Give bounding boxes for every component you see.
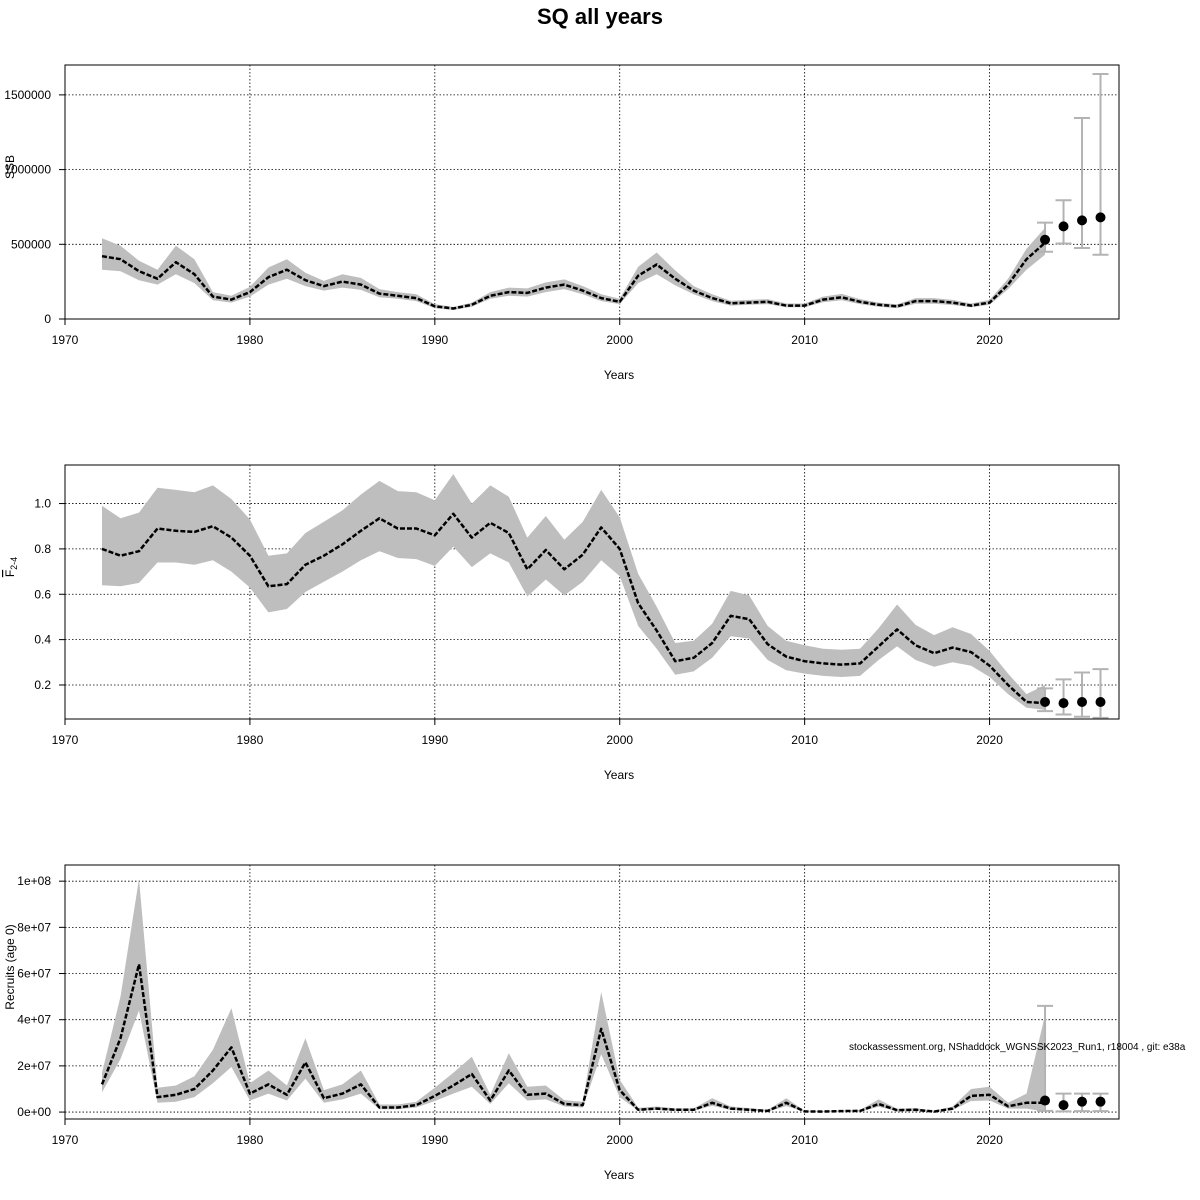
- y-tick-label: 0: [44, 312, 51, 326]
- x-axis-label: Years: [604, 368, 634, 382]
- x-tick-label: 2000: [606, 733, 633, 747]
- x-tick-label: 2000: [606, 333, 633, 347]
- chart-title: SQ all years: [537, 4, 663, 29]
- plot-frame: [64, 64, 1120, 320]
- y-tick-label: 0.2: [34, 678, 51, 692]
- x-tick-label: 1970: [52, 733, 79, 747]
- x-tick-label: 2010: [791, 733, 818, 747]
- y-tick-label: 4e+07: [17, 1013, 51, 1027]
- forecast-point: [1095, 1096, 1106, 1107]
- forecast-point: [1095, 212, 1106, 223]
- x-tick-label: 1980: [237, 1133, 264, 1147]
- forecast-point: [1040, 1095, 1051, 1106]
- y-tick-label: 2e+07: [17, 1059, 51, 1073]
- y-tick-label: 6e+07: [17, 967, 51, 981]
- x-axis-label: Years: [604, 768, 634, 782]
- y-axis-label: SSB: [3, 155, 17, 179]
- y-axis-label: F2-4: [3, 557, 19, 577]
- forecast-point: [1040, 234, 1051, 245]
- forecast-point: [1077, 215, 1088, 226]
- y-axis-label: Recruits (age 0): [3, 924, 17, 1009]
- x-axis-label: Years: [604, 1168, 634, 1182]
- x-tick-label: 1970: [52, 1133, 79, 1147]
- x-tick-label: 2000: [606, 1133, 633, 1147]
- estimate-line: [100, 963, 1045, 1113]
- y-tick-label: 0.6: [34, 587, 51, 601]
- y-tick-label: 1.0: [34, 497, 51, 511]
- x-tick-label: 2020: [976, 733, 1003, 747]
- forecast-point: [1040, 696, 1051, 707]
- x-tick-label: 1980: [237, 733, 264, 747]
- x-tick-label: 2020: [976, 1133, 1003, 1147]
- estimate-line: [101, 241, 1046, 310]
- y-tick-label: 1000000: [4, 163, 51, 177]
- confidence-band: [102, 878, 1045, 1112]
- forecast-point: [1058, 698, 1069, 709]
- x-tick-label: 1990: [421, 733, 448, 747]
- y-tick-label: 0e+00: [17, 1105, 51, 1119]
- forecast-point: [1077, 696, 1088, 707]
- y-tick-label: 0.8: [34, 542, 51, 556]
- panel-3: 1970 1980 1990 2000 2010 2020 0e+00 2e+07 4e+07 6…: [3, 864, 1120, 1182]
- y-tick-label: 1e+08: [17, 874, 51, 888]
- x-tick-label: 2010: [791, 1133, 818, 1147]
- y-tick-label: 0.4: [34, 633, 51, 647]
- x-tick-label: 1990: [421, 1133, 448, 1147]
- forecast-point: [1058, 1100, 1069, 1111]
- y-tick-label: 500000: [11, 237, 51, 251]
- x-tick-label: 1970: [52, 333, 79, 347]
- x-tick-label: 1990: [421, 333, 448, 347]
- x-tick-label: 1980: [237, 333, 264, 347]
- forecast-point: [1077, 1096, 1088, 1107]
- y-tick-label: 1500000: [4, 88, 51, 102]
- confidence-band: [102, 474, 1045, 710]
- y-tick-label: 8e+07: [17, 920, 51, 934]
- panel-2: 1970 1980 1990 2000 2010 2020 0.2 0.4 0.6 0.8 1.0 Y…: [3, 464, 1120, 782]
- x-tick-label: 2010: [791, 333, 818, 347]
- panel-1: 1970 1980 1990 2000 2010 2020 0 500000 1000000 15…: [3, 64, 1120, 382]
- x-tick-label: 2020: [976, 333, 1003, 347]
- footnote: stockassessment.org, NShaddock_WGNSSK202…: [849, 1042, 1186, 1053]
- confidence-band: [102, 227, 1045, 310]
- forecast-point: [1058, 221, 1069, 232]
- estimate-line: [101, 512, 1046, 705]
- forecast-point: [1095, 696, 1106, 707]
